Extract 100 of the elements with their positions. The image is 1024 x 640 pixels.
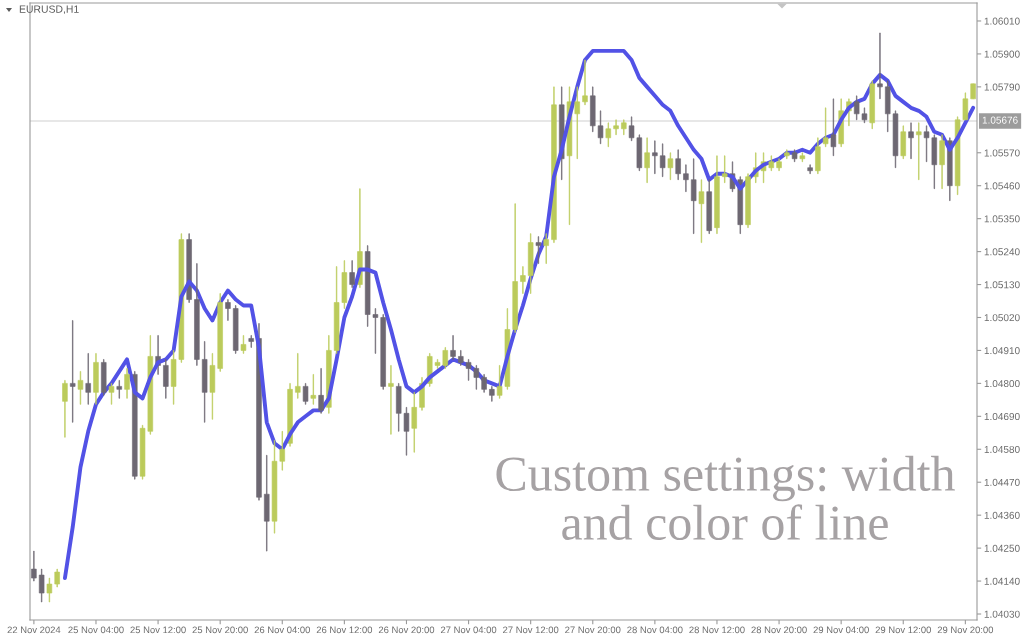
candlestick [46, 577, 53, 603]
candlestick [225, 299, 231, 321]
y-tick-label: 1.04360 [984, 511, 1020, 519]
candlestick [527, 233, 534, 294]
x-tick-label: 29 Nov 04:00 [813, 626, 869, 634]
candlestick [939, 134, 945, 190]
candlestick [318, 368, 324, 414]
candlestick [31, 550, 37, 582]
candlestick [69, 320, 76, 423]
candlestick [745, 173, 751, 228]
candlestick [310, 374, 317, 405]
candlestick [916, 122, 922, 181]
candlestick [830, 98, 837, 157]
x-tick-label: 25 Nov 04:00 [68, 626, 124, 634]
y-tick-label: 1.05460 [984, 182, 1020, 190]
x-tick-label: 26 Nov 04:00 [254, 626, 310, 634]
y-tick-label: 1.04140 [984, 577, 1020, 585]
y-tick-label: 1.04800 [984, 380, 1020, 388]
candlestick [714, 155, 720, 234]
y-tick-label: 1.04910 [984, 347, 1020, 355]
candlestick [908, 122, 914, 160]
candlestick [706, 179, 712, 234]
x-tick-label: 28 Nov 04:00 [627, 626, 683, 634]
x-tick-label: 28 Nov 20:00 [751, 626, 807, 634]
y-tick-label: 1.05790 [984, 83, 1020, 91]
candlestick [520, 266, 526, 294]
candlestick [667, 152, 674, 181]
candlestick [248, 335, 254, 348]
x-tick-label: 22 Nov 2024 [7, 626, 61, 634]
ref-line-label: 1.05676 [982, 116, 1018, 124]
candlestick [869, 80, 875, 130]
candlestick [900, 125, 906, 160]
x-tick-label: 27 Nov 12:00 [503, 626, 559, 634]
y-tick-label: 1.05130 [984, 281, 1020, 289]
candlestick [722, 155, 728, 184]
candlestick [799, 152, 806, 163]
x-tick-label: 29 Nov 12:00 [875, 626, 931, 634]
candlestick [621, 119, 627, 136]
x-tick-label: 25 Nov 12:00 [130, 626, 186, 634]
candlestick [93, 353, 99, 405]
candlestick [690, 158, 697, 234]
candlestick [349, 260, 355, 288]
x-tick-label: 29 Nov 20:00 [937, 626, 994, 634]
candlestick [791, 149, 798, 163]
candlestick [807, 164, 813, 175]
candlestick [240, 335, 247, 354]
candlestick [613, 119, 619, 136]
candlestick [512, 203, 518, 333]
x-tick-label: 27 Nov 20:00 [565, 626, 621, 634]
candlestick [388, 365, 394, 435]
candlestick [163, 359, 169, 399]
y-tick-label: 1.05570 [984, 149, 1020, 157]
candlestick [489, 386, 495, 402]
candlestick [295, 353, 301, 399]
candlestick [101, 359, 107, 396]
candlestick [302, 383, 309, 405]
y-tick-label: 1.05900 [984, 50, 1020, 58]
y-tick-label: 1.05240 [984, 248, 1020, 256]
candlestick [822, 107, 829, 148]
x-tick-label: 26 Nov 20:00 [378, 626, 435, 634]
y-tick-label: 1.05350 [984, 215, 1020, 223]
candlestick [481, 374, 487, 393]
candlestick [877, 32, 883, 100]
x-tick-label: 26 Nov 12:00 [316, 626, 373, 634]
candlestick [535, 236, 542, 264]
y-tick-label: 1.04690 [984, 412, 1020, 421]
candlestick [116, 380, 122, 399]
candlestick [543, 233, 549, 264]
x-tick-label: 27 Nov 04:00 [440, 626, 497, 634]
candlestick [815, 137, 821, 175]
candlestick [784, 149, 790, 160]
candlestick [85, 353, 91, 405]
candlestick [124, 368, 130, 399]
x-tick-label: 28 Nov 12:00 [689, 626, 745, 634]
candlestick [217, 293, 223, 372]
candlestick [450, 335, 456, 360]
candlestick [201, 341, 208, 423]
candlestick [683, 164, 689, 192]
candlestick [659, 143, 666, 178]
candlestick [108, 383, 115, 405]
candlestick [411, 392, 417, 453]
annotation: Custom settings: width and color of line [496, 455, 955, 540]
candlestick [458, 350, 464, 366]
candlestick [698, 179, 705, 243]
candlestick [582, 59, 588, 106]
x-tick-label: 25 Nov 20:00 [192, 626, 248, 634]
candlestick [62, 380, 68, 438]
candlestick [194, 263, 200, 366]
candlestick [776, 158, 782, 172]
candlestick [652, 140, 658, 175]
y-tick-label: 1.05020 [984, 314, 1020, 322]
y-tick-label: 1.04030 [984, 610, 1020, 618]
candlestick [605, 122, 612, 148]
candlestick [264, 454, 270, 552]
candlestick [54, 568, 60, 588]
candlestick [644, 137, 650, 184]
candlestick [38, 568, 45, 603]
line-series [62, 48, 976, 581]
y-tick-label: 1.04250 [984, 544, 1020, 552]
y-tick-label: 1.04470 [984, 478, 1020, 486]
